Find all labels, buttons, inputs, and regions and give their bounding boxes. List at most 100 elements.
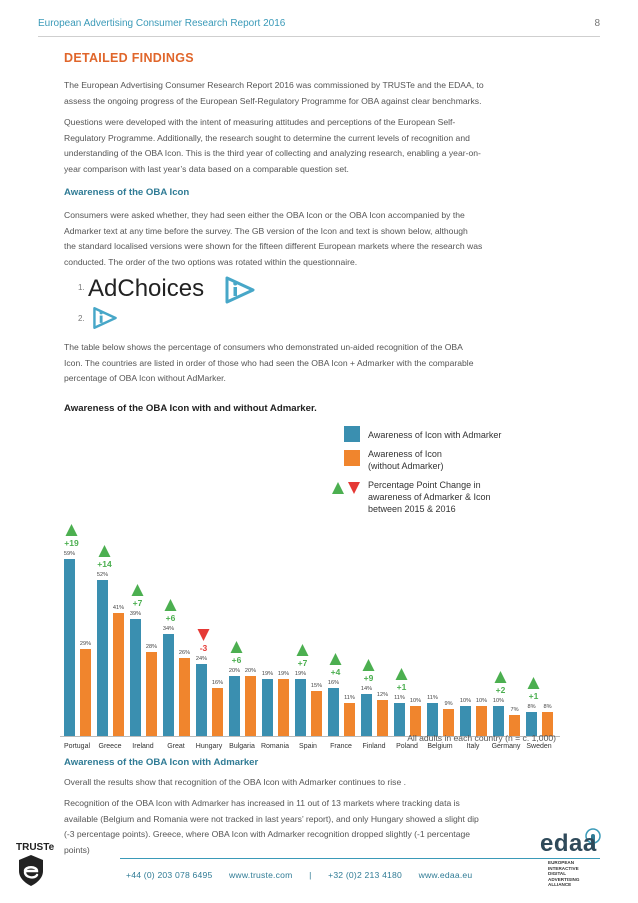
adchoices-icon	[225, 276, 255, 304]
table-paragraph: The table below shows the percentage of …	[64, 342, 474, 383]
category-label: Germany	[492, 743, 521, 750]
bar-without-admarker	[344, 703, 355, 736]
bar-with-admarker	[328, 688, 339, 736]
bar-with-admarker	[460, 706, 471, 736]
bar-with-admarker	[394, 703, 405, 736]
section-title: DETAILED FINDINGS	[64, 51, 194, 65]
change-up-arrow-icon	[494, 671, 507, 683]
bar-with-admarker	[196, 664, 207, 736]
footer-divider	[120, 858, 600, 859]
bar-value-label: 9%	[444, 701, 452, 707]
change-label: +2	[496, 685, 506, 695]
footer-phone-1: +44 (0) 203 078 6495	[126, 870, 213, 880]
bar-with-admarker	[526, 712, 537, 736]
bar-without-admarker	[509, 715, 520, 736]
header-title: European Advertising Consumer Research R…	[38, 18, 286, 29]
bar-value-label: 10%	[460, 698, 471, 704]
bar-with-admarker	[493, 706, 504, 736]
bar-with-admarker	[97, 580, 108, 736]
footer-web-2[interactable]: www.edaa.eu	[418, 870, 473, 880]
bar-without-admarker	[377, 700, 388, 736]
category-label: Belgium	[427, 743, 452, 750]
category-label: Poland	[396, 743, 418, 750]
change-up-arrow-icon	[329, 653, 342, 665]
bar-value-label: 8%	[527, 704, 535, 710]
category-label: Bulgaria	[229, 743, 255, 750]
change-up-arrow-icon	[362, 659, 375, 671]
legend-up-arrow-icon	[332, 482, 344, 494]
change-label: +19	[64, 538, 79, 548]
bar-value-label: 28%	[146, 644, 157, 650]
edaa-wordmark: edaa	[540, 830, 597, 857]
bar-value-label: 24%	[196, 656, 207, 662]
bar-value-label: 20%	[229, 668, 240, 674]
legend-label-change: awareness of Admarker & Icon	[368, 492, 491, 502]
legend-label-without-admarker: (without Admarker)	[368, 461, 444, 471]
bar-with-admarker	[130, 619, 141, 736]
legend-label-change: between 2015 & 2016	[368, 504, 456, 514]
bar-with-admarker	[229, 676, 240, 736]
change-label: +1	[397, 682, 407, 692]
legend-down-arrow-icon	[348, 482, 360, 494]
chart-heading: Awareness of the OBA Icon with and witho…	[64, 403, 317, 414]
bar-value-label: 29%	[80, 641, 91, 647]
adchoices-text: AdChoices	[88, 275, 205, 302]
bar-value-label: 41%	[113, 605, 124, 611]
category-label: France	[330, 743, 352, 750]
bar-value-label: 15%	[311, 683, 322, 689]
bar-without-admarker	[410, 706, 421, 736]
category-label: Hungary	[196, 743, 223, 750]
header-divider	[38, 36, 600, 37]
bar-value-label: 52%	[97, 572, 108, 578]
change-down-arrow-icon	[197, 629, 210, 641]
category-label: Italy	[467, 743, 480, 750]
bar-value-label: 11%	[344, 695, 355, 701]
change-label: +14	[97, 559, 112, 569]
bar-with-admarker	[64, 559, 75, 736]
category-label: Romania	[261, 743, 289, 750]
legend-label-with-admarker: Awareness of Icon with Admarker	[368, 430, 501, 440]
legend-swatch-with-admarker	[344, 426, 360, 442]
bar-value-label: 19%	[295, 671, 306, 677]
admarker-paragraph-2: Recognition of the OBA Icon with Admarke…	[64, 798, 479, 855]
footer-phone-2: +32 (0)2 213 4180	[328, 870, 402, 880]
admarker-heading: Awareness of the OBA Icon with Admarker	[64, 757, 259, 768]
bar-value-label: 39%	[130, 611, 141, 617]
bar-without-admarker	[146, 652, 157, 736]
category-label: Greece	[99, 743, 122, 750]
bar-without-admarker	[179, 658, 190, 736]
change-label: +7	[298, 658, 308, 668]
bar-value-label: 59%	[64, 551, 75, 557]
change-up-arrow-icon	[164, 599, 177, 611]
change-label: +1	[529, 691, 539, 701]
bar-value-label: 12%	[377, 692, 388, 698]
intro-paragraph-1: The European Advertising Consumer Resear…	[64, 80, 484, 106]
bar-with-admarker	[163, 634, 174, 736]
truste-seal-icon	[19, 855, 43, 886]
change-label: -3	[200, 643, 208, 653]
awareness-paragraph: Consumers were asked whether, they had s…	[64, 210, 483, 267]
category-label: Portugal	[64, 743, 91, 750]
bar-without-admarker	[245, 676, 256, 736]
bar-without-admarker	[443, 709, 454, 736]
bar-without-admarker	[80, 649, 91, 736]
footer-web-1[interactable]: www.truste.com	[229, 870, 293, 880]
change-label: +6	[166, 613, 176, 623]
bar-value-label: 16%	[328, 680, 339, 686]
category-label: Spain	[299, 743, 317, 750]
bar-value-label: 19%	[278, 671, 289, 677]
bar-value-label: 16%	[212, 680, 223, 686]
category-label: Finland	[363, 743, 386, 750]
truste-logo: TRUSTe	[16, 842, 54, 892]
bar-without-admarker	[278, 679, 289, 736]
option-2-number: 2.	[78, 314, 85, 323]
change-label: +7	[133, 598, 143, 608]
category-label: Ireland	[132, 743, 154, 750]
bar-value-label: 8%	[543, 704, 551, 710]
change-label: +9	[364, 673, 374, 683]
bar-value-label: 14%	[361, 686, 372, 692]
change-label: +4	[331, 667, 341, 677]
bar-value-label: 26%	[179, 650, 190, 656]
change-up-arrow-icon	[65, 524, 78, 536]
bar-value-label: 34%	[163, 626, 174, 632]
